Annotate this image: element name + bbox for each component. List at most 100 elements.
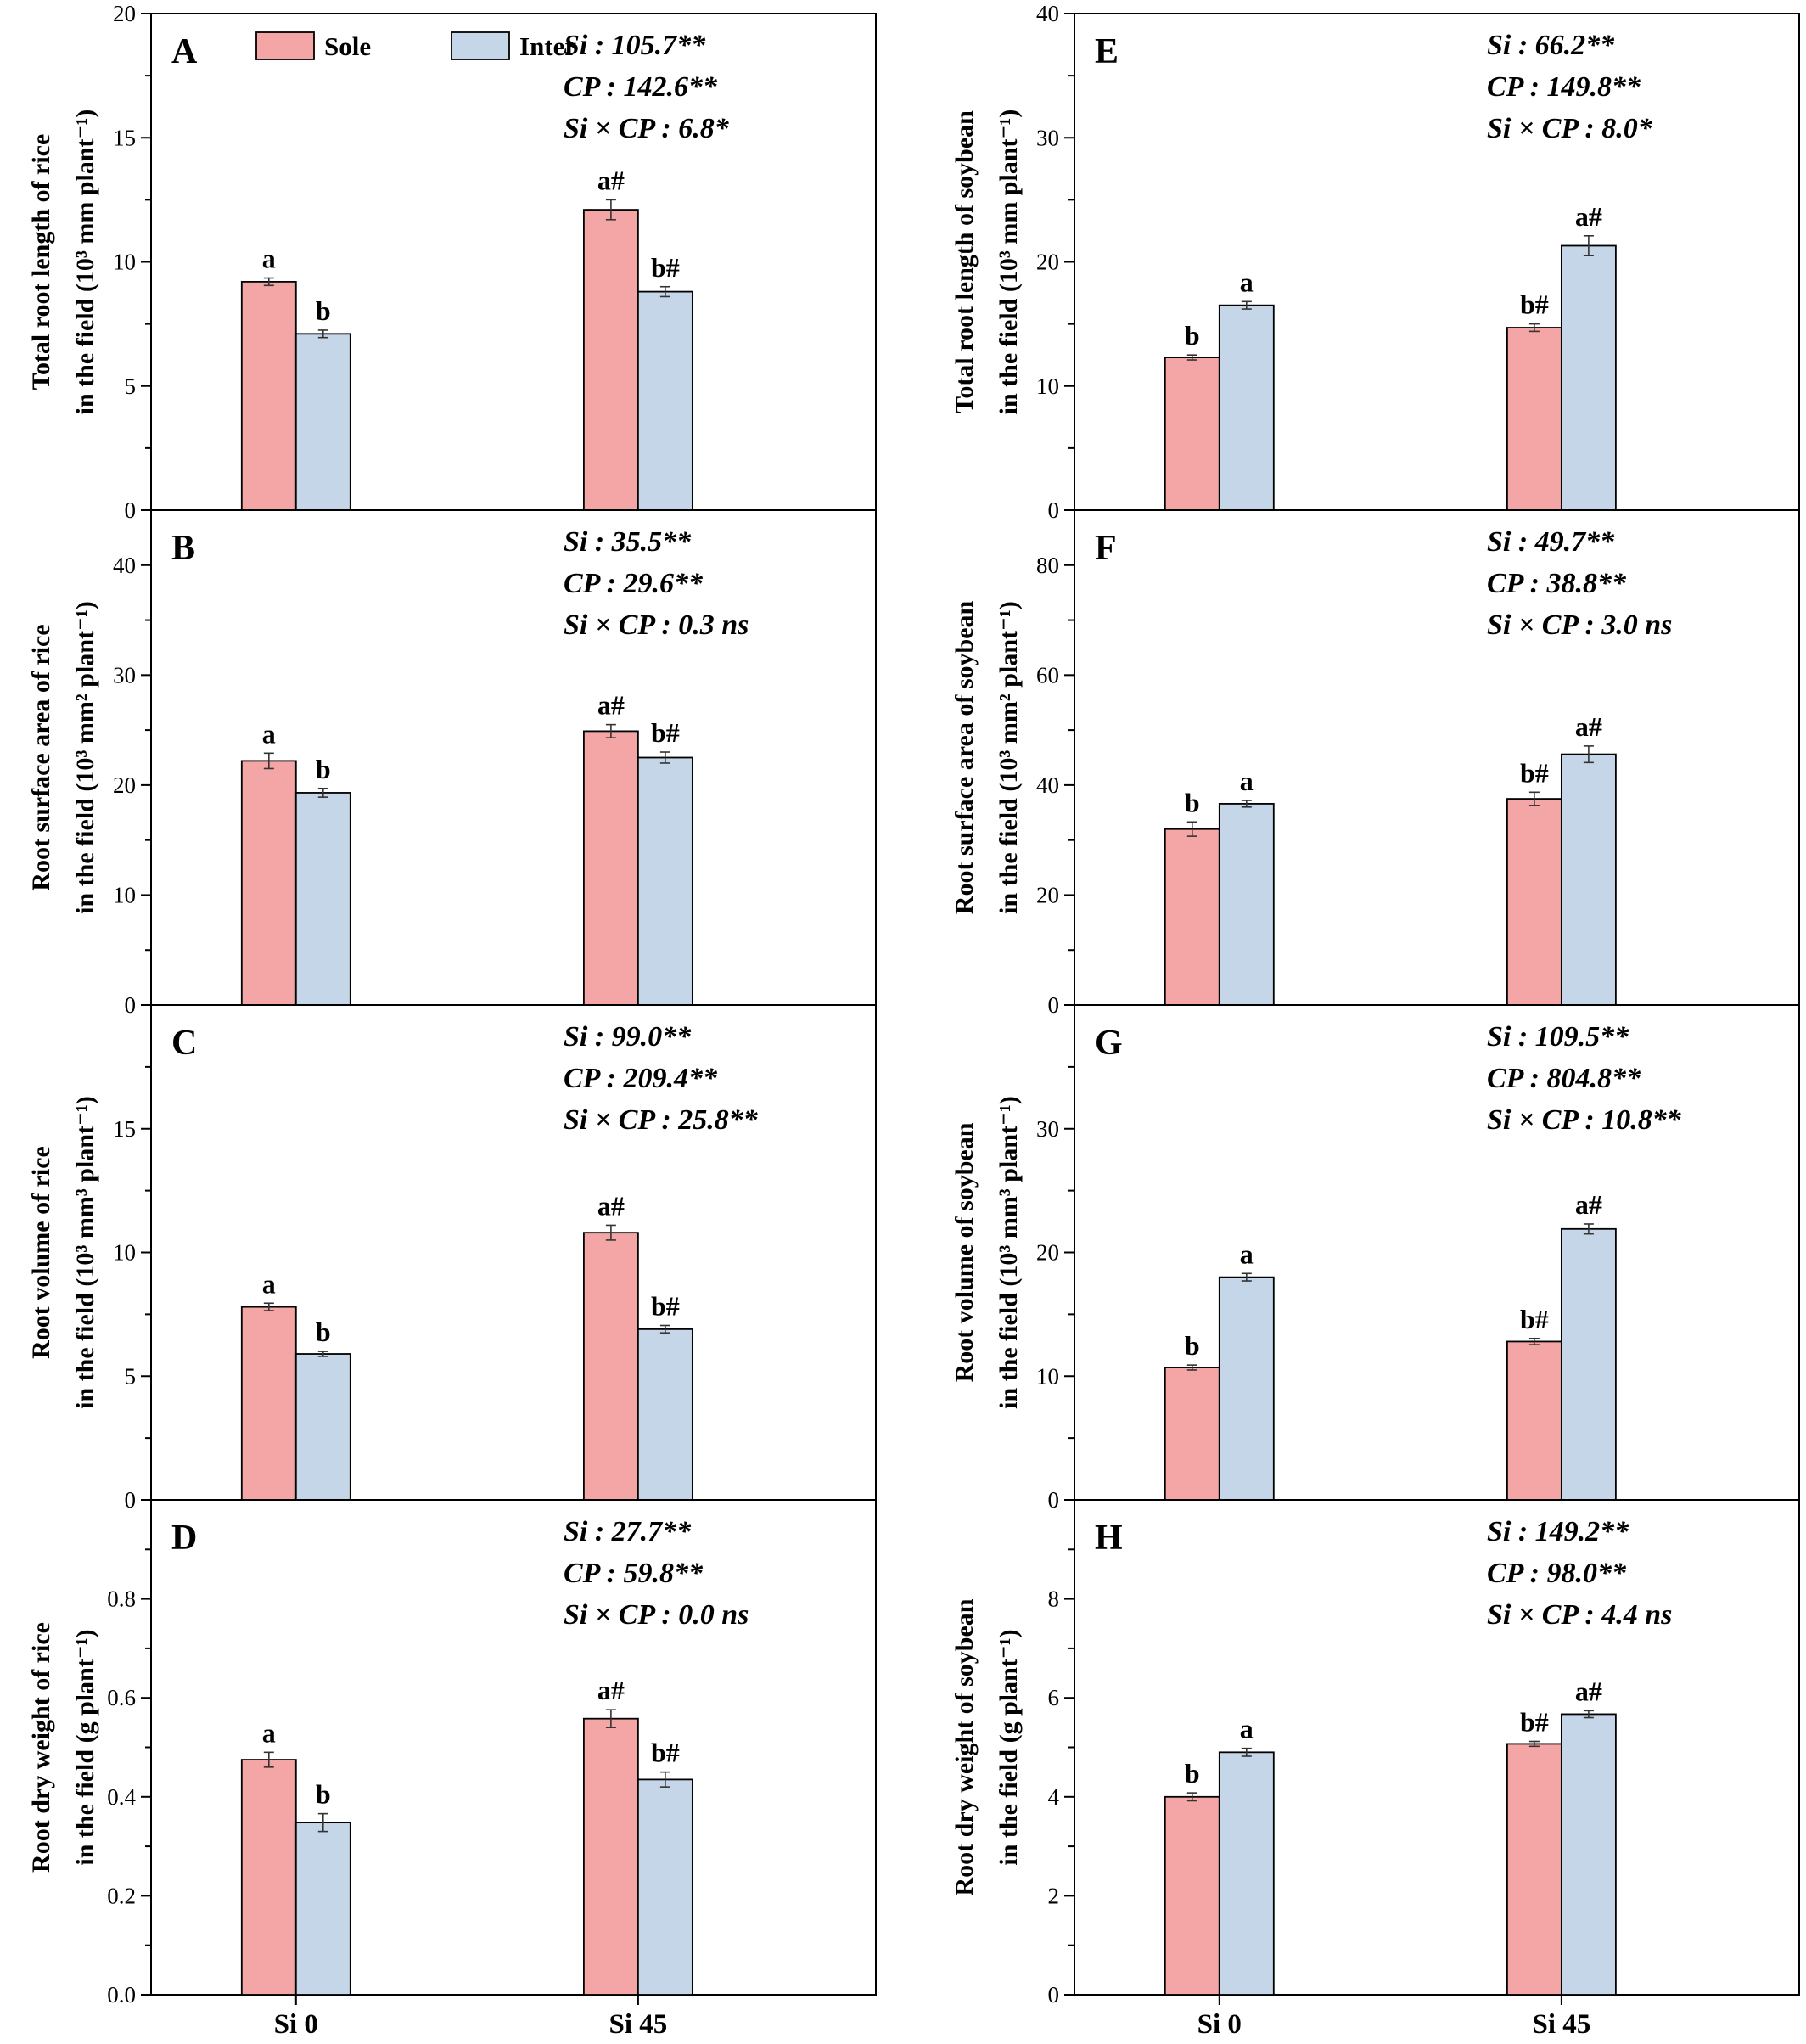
significance-letter: b bbox=[1185, 320, 1200, 351]
anova-stat: Si × CP : 25.8** bbox=[564, 1104, 759, 1136]
y-tick-label: 4 bbox=[1048, 1784, 1060, 1810]
y-axis-label: Root volume of rice bbox=[27, 1146, 55, 1359]
y-tick-label: 20 bbox=[113, 772, 136, 798]
significance-letter: a# bbox=[597, 1190, 625, 1221]
y-tick-label: 30 bbox=[113, 662, 136, 688]
bar-sole bbox=[1164, 357, 1220, 511]
significance-letter: b# bbox=[1520, 1707, 1549, 1738]
significance-letter: a# bbox=[597, 1675, 625, 1705]
y-tick-label: 20 bbox=[1036, 1240, 1059, 1266]
panel-label-e: E bbox=[1095, 32, 1119, 71]
significance-letter: b# bbox=[651, 717, 680, 748]
y-tick-label: 20 bbox=[113, 1, 136, 26]
significance-letter: a bbox=[1240, 766, 1254, 796]
significance-letter: a# bbox=[1575, 1676, 1602, 1706]
y-tick-label: 10 bbox=[113, 1240, 136, 1266]
significance-letter: a bbox=[1240, 267, 1254, 297]
y-axis-label: in the field (10³ mm² plant⁻¹) bbox=[71, 601, 99, 914]
significance-letter: a# bbox=[597, 165, 625, 195]
bar-inter bbox=[294, 1353, 351, 1501]
bar-sole bbox=[1164, 1795, 1220, 1996]
significance-letter: a bbox=[262, 718, 276, 749]
y-tick-label: 0 bbox=[1048, 1982, 1060, 2008]
significance-letter: b bbox=[1185, 1758, 1200, 1788]
bar-inter bbox=[1218, 304, 1275, 511]
bar-sole bbox=[582, 730, 639, 1006]
y-tick-label: 0 bbox=[1048, 1487, 1060, 1513]
panel-label-d: D bbox=[171, 1519, 197, 1558]
panel-label-a: A bbox=[171, 32, 198, 71]
anova-stat: Si : 27.7** bbox=[564, 1516, 692, 1547]
bar-inter bbox=[1218, 803, 1275, 1006]
y-axis-label: Root dry weight of rice bbox=[27, 1622, 55, 1873]
panel-label-b: B bbox=[171, 529, 195, 568]
panel-label-g: G bbox=[1095, 1024, 1123, 1063]
y-tick-label: 10 bbox=[1036, 1363, 1059, 1389]
bar-inter bbox=[294, 1822, 351, 1996]
anova-stat: Si : 105.7** bbox=[564, 30, 706, 61]
anova-stat: Si : 66.2** bbox=[1487, 30, 1615, 61]
anova-stat: Si × CP : 8.0* bbox=[1487, 113, 1653, 144]
significance-letter: a bbox=[262, 1717, 276, 1748]
significance-letter: b# bbox=[1520, 289, 1549, 320]
significance-letter: a bbox=[262, 244, 276, 274]
anova-stat: Si : 109.5** bbox=[1487, 1021, 1629, 1053]
y-tick-label: 15 bbox=[113, 125, 136, 150]
y-tick-label: 0 bbox=[125, 1487, 137, 1513]
y-tick-label: 30 bbox=[1036, 125, 1059, 150]
y-tick-label: 0.6 bbox=[107, 1685, 136, 1710]
significance-letter: b bbox=[316, 295, 331, 326]
anova-stat: CP : 149.8** bbox=[1487, 71, 1641, 103]
y-tick-label: 40 bbox=[1036, 1, 1059, 26]
y-axis-label: in the field (10³ mm³ plant⁻¹) bbox=[71, 1096, 99, 1409]
y-tick-label: 2 bbox=[1048, 1883, 1060, 1908]
y-tick-label: 0.0 bbox=[107, 1982, 136, 2008]
bar-inter bbox=[637, 1328, 693, 1501]
significance-letter: b bbox=[316, 1779, 331, 1810]
y-tick-label: 40 bbox=[113, 553, 136, 578]
anova-stat: Si × CP : 10.8** bbox=[1487, 1104, 1682, 1136]
y-axis-label: Total root length of soybean bbox=[951, 110, 979, 413]
anova-stat: Si × CP : 0.3 ns bbox=[564, 609, 749, 641]
y-tick-label: 10 bbox=[1036, 373, 1059, 399]
y-axis-label: Root volume of soybean bbox=[951, 1122, 979, 1382]
legend-label-sole: Sole bbox=[324, 31, 371, 61]
significance-letter: a bbox=[1240, 1238, 1254, 1269]
bar-sole bbox=[240, 280, 297, 511]
bar-inter bbox=[294, 792, 351, 1006]
y-tick-label: 20 bbox=[1036, 250, 1059, 275]
y-tick-label: 5 bbox=[125, 1363, 137, 1389]
anova-stat: CP : 29.6** bbox=[564, 568, 704, 599]
anova-stat: Si : 35.5** bbox=[564, 526, 692, 558]
bar-sole bbox=[1506, 798, 1562, 1006]
significance-letter: a# bbox=[1575, 711, 1602, 742]
y-tick-label: 60 bbox=[1036, 662, 1059, 688]
panel-label-h: H bbox=[1095, 1519, 1123, 1558]
bar-sole bbox=[240, 760, 297, 1006]
anova-stat: CP : 98.0** bbox=[1487, 1558, 1627, 1589]
y-tick-label: 0 bbox=[1048, 992, 1060, 1018]
bar-sole bbox=[240, 1759, 297, 1996]
x-tick-label: Si 0 bbox=[274, 2009, 318, 2040]
significance-letter: a bbox=[1240, 1714, 1254, 1744]
significance-letter: a# bbox=[597, 690, 625, 721]
anova-stat: Si : 99.0** bbox=[564, 1021, 692, 1053]
y-tick-label: 0.8 bbox=[107, 1586, 136, 1612]
y-tick-label: 0 bbox=[125, 992, 137, 1018]
significance-letter: b bbox=[316, 754, 331, 784]
y-tick-label: 15 bbox=[113, 1116, 136, 1142]
y-tick-label: 80 bbox=[1036, 553, 1059, 578]
anova-stat: CP : 59.8** bbox=[564, 1558, 704, 1589]
anova-stat: Si : 149.2** bbox=[1487, 1516, 1629, 1547]
y-tick-label: 0 bbox=[125, 497, 137, 523]
y-tick-label: 8 bbox=[1048, 1586, 1060, 1612]
bar-sole bbox=[1506, 1743, 1562, 1996]
x-tick-label: Si 45 bbox=[1532, 2009, 1590, 2040]
bar-sole bbox=[582, 1717, 639, 1996]
anova-stat: CP : 142.6** bbox=[564, 71, 718, 103]
significance-letter: b# bbox=[651, 1738, 680, 1768]
y-axis-label: Root surface area of soybean bbox=[951, 600, 979, 914]
bar-sole bbox=[582, 1232, 639, 1501]
